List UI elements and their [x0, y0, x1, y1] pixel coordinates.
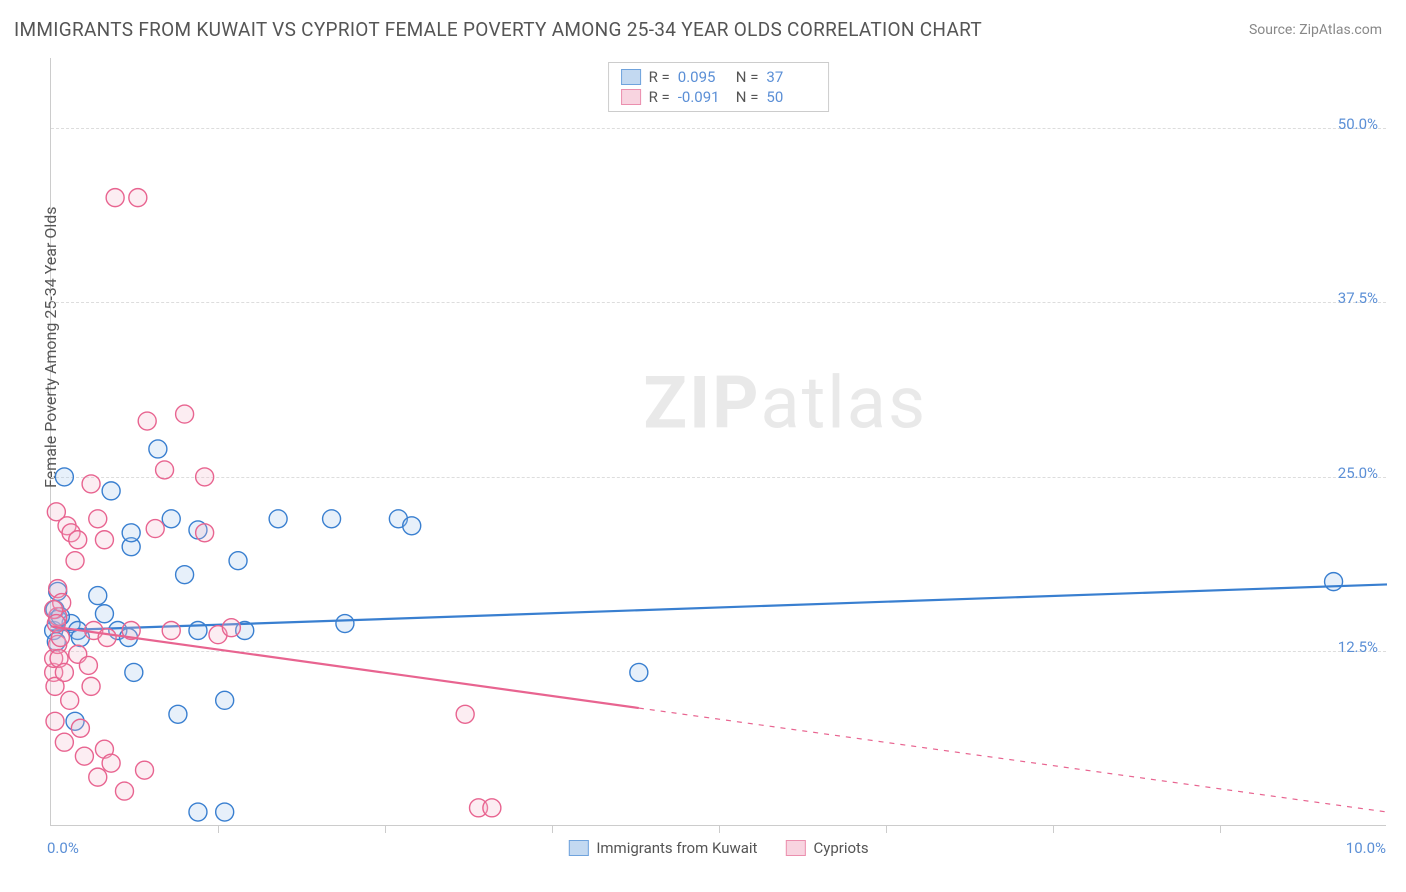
r-label: R =	[649, 68, 670, 86]
correlation-legend: R = 0.095 N = 37 R = -0.091 N = 50	[608, 62, 830, 112]
data-point-cypriots	[55, 663, 73, 681]
n-value-cypriots: 50	[766, 88, 816, 106]
data-point-cypriots	[46, 712, 64, 730]
data-point-cypriots	[146, 520, 164, 538]
data-point-cypriots	[196, 524, 214, 542]
legend-label-kuwait: Immigrants from Kuwait	[596, 839, 757, 857]
regression-line-dashed-cypriots	[639, 708, 1387, 812]
data-point-cypriots	[156, 461, 174, 479]
n-label: N =	[736, 88, 759, 106]
data-point-cypriots	[222, 619, 240, 637]
data-point-kuwait	[149, 440, 167, 458]
x-tick	[886, 825, 887, 833]
data-point-cypriots	[66, 552, 84, 570]
data-point-cypriots	[55, 733, 73, 751]
series-legend: Immigrants from Kuwait Cypriots	[568, 839, 868, 857]
x-tick	[385, 825, 386, 833]
x-tick	[719, 825, 720, 833]
legend-item-cypriots: Cypriots	[785, 839, 868, 857]
data-point-kuwait	[403, 517, 421, 535]
data-point-cypriots	[89, 768, 107, 786]
data-point-cypriots	[82, 475, 100, 493]
data-point-kuwait	[269, 510, 287, 528]
data-point-cypriots	[98, 628, 116, 646]
data-point-cypriots	[102, 754, 120, 772]
r-value-kuwait: 0.095	[678, 68, 728, 86]
data-point-cypriots	[89, 510, 107, 528]
data-point-cypriots	[483, 799, 501, 817]
legend-label-cypriots: Cypriots	[813, 839, 868, 857]
data-point-cypriots	[138, 412, 156, 430]
data-point-cypriots	[71, 719, 89, 737]
source-label: Source: ZipAtlas.com	[1249, 22, 1382, 38]
legend-item-kuwait: Immigrants from Kuwait	[568, 839, 757, 857]
data-point-cypriots	[129, 189, 147, 207]
x-axis-left-label: 0.0%	[47, 839, 79, 857]
legend-swatch-kuwait	[621, 69, 641, 85]
data-point-kuwait	[630, 663, 648, 681]
n-label: N =	[736, 68, 759, 86]
plot-area: Female Poverty Among 25-34 Year Olds ZIP…	[50, 58, 1386, 826]
data-point-kuwait	[216, 691, 234, 709]
data-point-kuwait	[229, 552, 247, 570]
data-point-cypriots	[136, 761, 154, 779]
plot-svg	[51, 58, 1386, 825]
data-point-cypriots	[47, 615, 65, 633]
n-value-kuwait: 37	[766, 68, 816, 86]
legend-swatch-cypriots	[785, 840, 805, 856]
data-point-cypriots	[75, 747, 93, 765]
r-value-cypriots: -0.091	[678, 88, 728, 106]
chart-title: IMMIGRANTS FROM KUWAIT VS CYPRIOT FEMALE…	[14, 18, 982, 41]
data-point-kuwait	[1325, 573, 1343, 591]
x-axis-right-label: 10.0%	[1346, 839, 1386, 857]
regression-line-kuwait	[51, 584, 1387, 630]
legend-row-cypriots: R = -0.091 N = 50	[621, 87, 817, 107]
data-point-kuwait	[176, 566, 194, 584]
data-point-kuwait	[122, 524, 140, 542]
x-tick	[1053, 825, 1054, 833]
data-point-cypriots	[95, 531, 113, 549]
data-point-cypriots	[69, 531, 87, 549]
data-point-kuwait	[89, 587, 107, 605]
data-point-cypriots	[82, 677, 100, 695]
x-tick	[1220, 825, 1221, 833]
data-point-kuwait	[189, 803, 207, 821]
legend-swatch-kuwait	[568, 840, 588, 856]
data-point-cypriots	[106, 189, 124, 207]
data-point-kuwait	[95, 605, 113, 623]
data-point-kuwait	[102, 482, 120, 500]
data-point-kuwait	[216, 803, 234, 821]
data-point-cypriots	[162, 622, 180, 640]
data-point-kuwait	[323, 510, 341, 528]
data-point-cypriots	[176, 405, 194, 423]
legend-row-kuwait: R = 0.095 N = 37	[621, 67, 817, 87]
data-point-kuwait	[169, 705, 187, 723]
data-point-cypriots	[456, 705, 474, 723]
data-point-kuwait	[55, 468, 73, 486]
legend-swatch-cypriots	[621, 89, 641, 105]
data-point-cypriots	[196, 468, 214, 486]
x-tick	[552, 825, 553, 833]
data-point-cypriots	[115, 782, 133, 800]
data-point-kuwait	[162, 510, 180, 528]
r-label: R =	[649, 88, 670, 106]
data-point-kuwait	[125, 663, 143, 681]
data-point-cypriots	[79, 656, 97, 674]
x-tick	[218, 825, 219, 833]
data-point-cypriots	[61, 691, 79, 709]
data-point-kuwait	[336, 615, 354, 633]
